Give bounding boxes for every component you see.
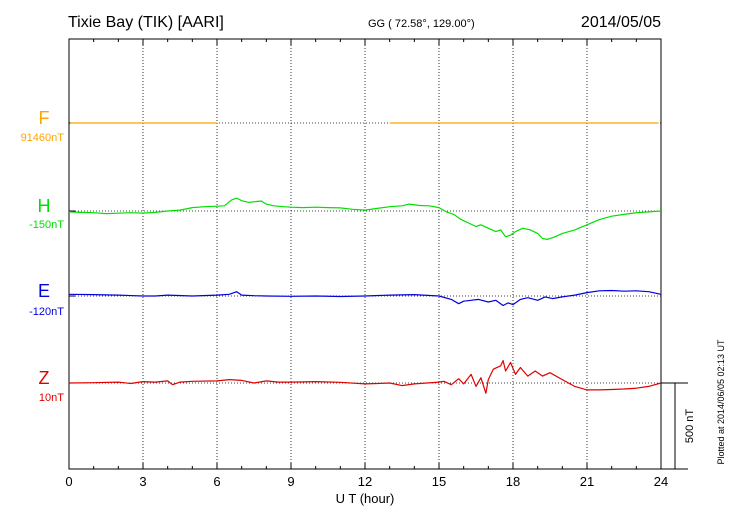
series-baseline-h: -150nT bbox=[29, 219, 64, 231]
scale-bar-label: 500 nT bbox=[684, 409, 696, 444]
station-coordinates: GG ( 72.58°, 129.00°) bbox=[368, 18, 475, 30]
scale-bar: 500 nT bbox=[661, 382, 696, 470]
plot-date: 2014/05/05 bbox=[581, 14, 661, 31]
x-tick-label: 6 bbox=[213, 474, 220, 489]
x-axis-ticks: 0 3 6 9 12 15 18 21 24 bbox=[65, 39, 668, 489]
x-tick-label: 21 bbox=[580, 474, 594, 489]
plotted-timestamp: Plotted at 2014/06/05 02:13 UT bbox=[716, 339, 726, 465]
x-tick-label: 18 bbox=[506, 474, 520, 489]
series-baseline-f: 91460nT bbox=[21, 132, 65, 144]
plot-frame bbox=[68, 38, 662, 470]
series-group bbox=[68, 122, 662, 394]
series-line-z bbox=[68, 360, 662, 394]
series-name-z: Z bbox=[39, 368, 50, 388]
series-line-h bbox=[68, 197, 662, 240]
x-tick-label: 9 bbox=[287, 474, 294, 489]
x-axis-label: U T (hour) bbox=[336, 491, 395, 506]
x-tick-label: 0 bbox=[65, 474, 72, 489]
series-name-f: F bbox=[39, 108, 50, 128]
series-line-e bbox=[68, 289, 662, 307]
station-title: Tixie Bay (TIK) [AARI] bbox=[68, 14, 224, 31]
x-tick-label: 12 bbox=[358, 474, 372, 489]
series-labels: F 91460nT H -150nT E -120nT Z 10nT bbox=[21, 108, 65, 404]
x-tick-label: 24 bbox=[654, 474, 668, 489]
x-tick-label: 15 bbox=[432, 474, 446, 489]
vertical-gridlines bbox=[142, 39, 588, 469]
series-name-h: H bbox=[38, 196, 51, 216]
x-tick-label: 3 bbox=[139, 474, 146, 489]
series-baseline-e: -120nT bbox=[29, 306, 64, 318]
series-baseline-z: 10nT bbox=[39, 392, 64, 404]
series-name-e: E bbox=[38, 281, 50, 301]
